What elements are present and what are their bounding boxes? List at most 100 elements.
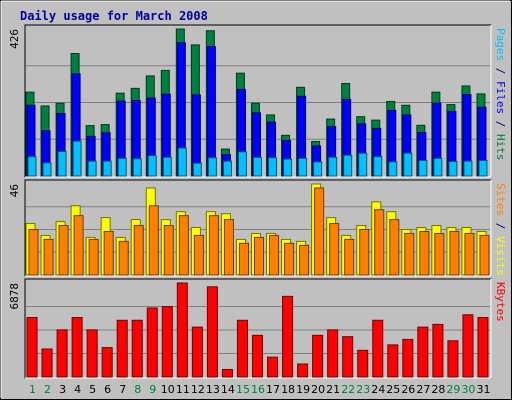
bar-pages-day-24 [373,156,383,177]
bar-kbytes-day-17 [267,356,279,378]
bar-kbytes-day-26 [402,338,414,378]
x-tick-label: 31 [476,383,490,396]
x-tick-label: 14 [221,383,235,396]
legend-label-part: Visits [494,236,507,276]
bar-sites-day-2 [43,238,54,276]
bar-kbytes-day-14 [221,368,233,378]
legend-label-part: Pages [494,28,507,61]
bar-sites-day-12 [193,234,204,276]
bar-kbytes-day-27 [417,326,429,378]
bar-sites-day-5 [88,238,99,276]
bar-kbytes-day-28 [432,323,444,378]
bar-kbytes-day-20 [312,334,324,378]
bar-kbytes-day-18 [282,295,294,378]
x-tick-label: 15 [236,383,250,396]
bar-kbytes-day-19 [297,363,309,378]
bar-pages-day-29 [448,161,458,177]
bar-pages-day-14 [222,160,232,177]
x-tick-label: 7 [119,383,126,396]
bar-kbytes-day-4 [71,317,83,378]
panel-visits-sites: 46 Sites / Visits [8,179,507,277]
bar-pages-day-16 [252,156,262,177]
bar-sites-day-21 [329,223,340,276]
x-tick-label: 22 [341,383,355,396]
x-tick-label: 1 [29,383,36,396]
series-sites [28,187,490,276]
x-tick-label: 9 [149,383,156,396]
bar-pages-day-25 [388,161,398,177]
bar-kbytes-day-22 [342,336,354,378]
bar-sites-day-18 [284,242,295,276]
x-tick-label: 29 [446,383,460,396]
bar-sites-day-17 [269,234,280,276]
bar-sites-day-7 [118,240,129,276]
bar-pages-day-19 [298,157,308,177]
bar-kbytes-day-10 [161,306,173,378]
bar-kbytes-day-9 [146,307,158,378]
bar-kbytes-day-29 [447,340,459,378]
bar-pages-day-17 [268,157,278,177]
bar-kbytes-day-21 [327,329,339,378]
x-tick-label: 21 [326,383,340,396]
bar-pages-day-10 [162,156,172,177]
bar-kbytes-day-3 [56,329,68,378]
legend-label-part: / [494,61,507,81]
bar-kbytes-day-25 [387,344,399,378]
bar-pages-day-1 [27,156,37,177]
bar-sites-day-25 [389,219,400,276]
panels: 426 Pages / Files / Hits 46 Sites / Visits 6… [8,24,507,379]
axis-max-label: 426 [8,29,21,49]
bar-pages-day-9 [147,155,157,177]
chart-title: Daily usage for March 2008 [20,9,208,23]
bar-pages-day-21 [328,156,338,177]
axis-max-label: 46 [8,184,21,197]
bar-sites-day-8 [133,225,144,276]
x-tick-label: 25 [386,383,400,396]
bar-sites-day-31 [479,234,490,276]
bar-kbytes-day-12 [191,326,203,378]
bar-sites-day-27 [419,230,430,276]
bar-kbytes-day-30 [462,314,474,378]
x-tick-label: 26 [401,383,415,396]
bar-kbytes-day-15 [236,319,248,378]
x-tick-label: 16 [251,383,265,396]
panel-kbytes: 6878 KBytes [8,278,507,379]
x-tick-label: 12 [191,383,205,396]
bar-sites-day-16 [253,236,265,276]
bar-pages-day-31 [478,159,488,177]
legend-label: Sites / Visits [494,183,507,276]
bar-pages-day-26 [403,152,413,177]
x-tick-label: 4 [74,383,81,396]
series-files [26,42,487,177]
bar-kbytes-day-5 [86,329,98,378]
bar-kbytes-day-2 [41,348,53,378]
bar-files-day-13 [206,46,216,177]
bar-pages-day-30 [463,160,473,177]
bar-kbytes-day-13 [206,286,218,378]
bar-pages-day-6 [102,160,112,177]
legend-label-part: Sites [494,183,507,216]
bar-pages-day-5 [87,160,97,177]
bar-sites-day-23 [359,229,370,276]
legend-label: KBytes [494,282,507,322]
x-tick-label: 11 [176,383,190,396]
bar-sites-day-14 [223,219,234,276]
bar-kbytes-day-24 [372,319,384,378]
bar-sites-day-9 [148,205,159,276]
bar-pages-day-23 [358,152,368,177]
bar-kbytes-day-23 [357,349,369,378]
bar-pages-day-28 [433,157,443,177]
legend-label-part: Hits [494,134,507,161]
bar-kbytes-day-1 [26,317,38,378]
bar-sites-day-30 [464,232,475,276]
legend-label-part: / [494,216,507,236]
bar-pages-day-18 [283,158,293,177]
x-tick-label: 6 [104,383,111,396]
bar-sites-day-15 [238,242,249,276]
bar-sites-day-10 [163,225,174,276]
bar-sites-day-6 [103,230,114,276]
x-tick-label: 20 [311,383,325,396]
x-tick-label: 13 [206,383,220,396]
